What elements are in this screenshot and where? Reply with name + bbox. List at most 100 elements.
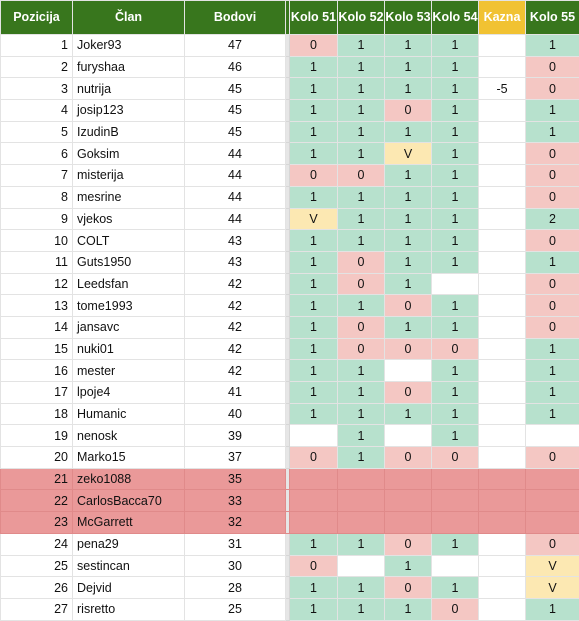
cell-clan[interactable]: zeko1088 [73,468,185,490]
header-kolo55[interactable]: Kolo 55 [526,1,579,35]
cell-kolo52[interactable]: 1 [338,425,385,447]
cell-kolo51[interactable] [290,468,338,490]
cell-pozicija[interactable]: 20 [1,447,73,469]
cell-bodovi[interactable]: 42 [185,338,286,360]
cell-kolo55[interactable]: 0 [526,273,579,295]
cell-pozicija[interactable]: 11 [1,251,73,273]
cell-kolo53[interactable]: 0 [385,295,432,317]
cell-pozicija[interactable]: 3 [1,78,73,100]
cell-kolo55[interactable] [526,425,579,447]
cell-kolo54[interactable]: 0 [432,598,479,620]
cell-kolo52[interactable]: 0 [338,338,385,360]
cell-kolo52[interactable]: 1 [338,143,385,165]
cell-kolo54[interactable]: 1 [432,382,479,404]
cell-kolo54[interactable]: 1 [432,121,479,143]
cell-kolo51[interactable]: 1 [290,56,338,78]
cell-kolo51[interactable]: 1 [290,577,338,599]
cell-kazna[interactable] [479,186,526,208]
cell-kolo51[interactable]: 1 [290,121,338,143]
cell-kolo51[interactable]: 1 [290,273,338,295]
header-kolo51[interactable]: Kolo 51 [290,1,338,35]
cell-kolo54[interactable]: 1 [432,78,479,100]
cell-pozicija[interactable]: 8 [1,186,73,208]
cell-kolo55[interactable]: 0 [526,230,579,252]
cell-kolo53[interactable]: 0 [385,382,432,404]
cell-pozicija[interactable]: 7 [1,165,73,187]
cell-bodovi[interactable]: 47 [185,35,286,57]
cell-kolo55[interactable] [526,512,579,534]
cell-kazna[interactable] [479,403,526,425]
cell-clan[interactable]: COLT [73,230,185,252]
cell-kolo52[interactable]: 0 [338,251,385,273]
cell-bodovi[interactable]: 30 [185,555,286,577]
cell-bodovi[interactable]: 33 [185,490,286,512]
cell-kolo53[interactable]: 0 [385,577,432,599]
cell-kolo52[interactable]: 1 [338,230,385,252]
cell-pozicija[interactable]: 17 [1,382,73,404]
cell-kolo52[interactable]: 1 [338,35,385,57]
cell-kolo52[interactable]: 1 [338,208,385,230]
cell-bodovi[interactable]: 28 [185,577,286,599]
cell-kolo55[interactable]: 0 [526,78,579,100]
cell-kolo51[interactable]: 1 [290,251,338,273]
cell-kazna[interactable] [479,555,526,577]
cell-kolo54[interactable]: 1 [432,360,479,382]
cell-kolo53[interactable]: 0 [385,100,432,122]
cell-kolo54[interactable]: 0 [432,447,479,469]
cell-kazna[interactable] [479,468,526,490]
cell-kolo53[interactable]: 1 [385,230,432,252]
cell-kolo55[interactable]: 2 [526,208,579,230]
cell-clan[interactable]: Marko15 [73,447,185,469]
cell-clan[interactable]: vjekos [73,208,185,230]
cell-kolo53[interactable]: 1 [385,598,432,620]
cell-kolo54[interactable]: 1 [432,143,479,165]
cell-kolo54[interactable]: 1 [432,403,479,425]
cell-kolo53[interactable]: 0 [385,447,432,469]
cell-kolo55[interactable]: 1 [526,121,579,143]
cell-bodovi[interactable]: 35 [185,468,286,490]
cell-pozicija[interactable]: 1 [1,35,73,57]
cell-clan[interactable]: pena29 [73,533,185,555]
cell-kolo51[interactable]: 1 [290,382,338,404]
cell-clan[interactable]: nuki01 [73,338,185,360]
cell-pozicija[interactable]: 9 [1,208,73,230]
cell-bodovi[interactable]: 40 [185,403,286,425]
cell-kolo54[interactable]: 1 [432,533,479,555]
cell-kolo51[interactable]: 1 [290,533,338,555]
cell-kolo52[interactable]: 1 [338,56,385,78]
cell-pozicija[interactable]: 27 [1,598,73,620]
cell-kazna[interactable] [479,208,526,230]
cell-kolo53[interactable]: 1 [385,121,432,143]
cell-kolo51[interactable] [290,512,338,534]
cell-pozicija[interactable]: 25 [1,555,73,577]
cell-kolo51[interactable]: 1 [290,230,338,252]
cell-clan[interactable]: mester [73,360,185,382]
header-kolo53[interactable]: Kolo 53 [385,1,432,35]
cell-clan[interactable]: tome1993 [73,295,185,317]
cell-clan[interactable]: Goksim [73,143,185,165]
cell-kazna[interactable]: -5 [479,78,526,100]
cell-pozicija[interactable]: 24 [1,533,73,555]
cell-kolo54[interactable]: 1 [432,35,479,57]
cell-kazna[interactable] [479,121,526,143]
cell-kolo53[interactable]: 1 [385,56,432,78]
cell-kolo55[interactable]: 1 [526,35,579,57]
cell-kolo52[interactable]: 1 [338,403,385,425]
cell-kolo54[interactable]: 1 [432,100,479,122]
cell-kolo53[interactable]: 0 [385,533,432,555]
cell-kazna[interactable] [479,316,526,338]
cell-pozicija[interactable]: 4 [1,100,73,122]
cell-kolo55[interactable]: 1 [526,403,579,425]
cell-kolo52[interactable]: 1 [338,598,385,620]
header-kazna[interactable]: Kazna [479,1,526,35]
cell-kolo51[interactable] [290,490,338,512]
cell-kolo51[interactable]: 1 [290,78,338,100]
cell-pozicija[interactable]: 16 [1,360,73,382]
cell-clan[interactable]: Guts1950 [73,251,185,273]
cell-kolo51[interactable]: 1 [290,403,338,425]
cell-kolo54[interactable]: 0 [432,338,479,360]
cell-kolo55[interactable]: 1 [526,598,579,620]
cell-kazna[interactable] [479,35,526,57]
cell-kolo55[interactable]: 0 [526,316,579,338]
cell-kolo55[interactable]: V [526,555,579,577]
